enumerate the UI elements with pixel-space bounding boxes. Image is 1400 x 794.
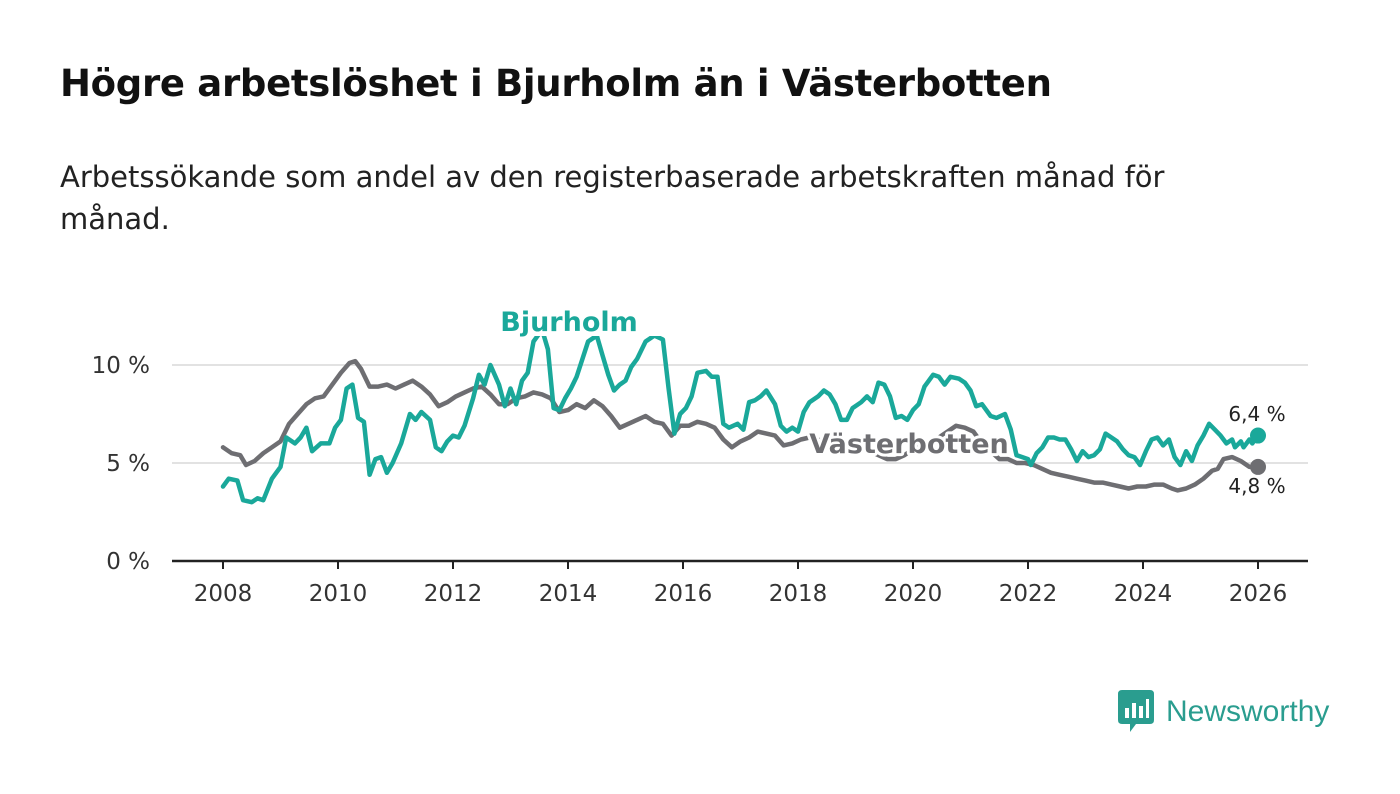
x-tick-label: 2014 <box>539 581 598 607</box>
series-line-bjurholm <box>220 336 1261 505</box>
end-point-bjurholm <box>1250 427 1266 444</box>
newsworthy-logo-icon <box>1118 690 1154 732</box>
x-tick-label: 2020 <box>884 581 943 607</box>
x-tick-label: 2008 <box>194 581 253 607</box>
y-tick-label: 0 % <box>106 549 150 575</box>
x-tick-label: 2010 <box>309 581 368 607</box>
x-tick-label: 2022 <box>999 581 1058 607</box>
series-label-bjurholm: Bjurholm <box>500 307 638 338</box>
end-value-vasterbotten: 4,8 % <box>1228 474 1285 498</box>
chart-title: Högre arbetslöshet i Bjurholm än i Väste… <box>60 62 1052 105</box>
y-tick-label: 10 % <box>92 353 150 379</box>
y-tick-label: 5 % <box>106 451 150 477</box>
x-tick-label: 2024 <box>1114 581 1173 607</box>
end-value-bjurholm: 6,4 % <box>1228 402 1285 426</box>
newsworthy-brand: Newsworthy <box>1118 690 1329 734</box>
x-tick-label: 2012 <box>424 581 483 607</box>
x-tick-label: 2026 <box>1229 581 1288 607</box>
chart-subtitle: Arbetssökande som andel av den registerb… <box>60 160 1165 236</box>
x-tick-label: 2016 <box>654 581 713 607</box>
end-point-vasterbotten <box>1250 458 1266 475</box>
x-tick-label: 2018 <box>769 581 828 607</box>
series-line-vasterbotten <box>220 358 1261 493</box>
brand-name: Newsworthy <box>1166 695 1330 728</box>
series-label-vasterbotten: Västerbotten <box>809 429 1008 460</box>
